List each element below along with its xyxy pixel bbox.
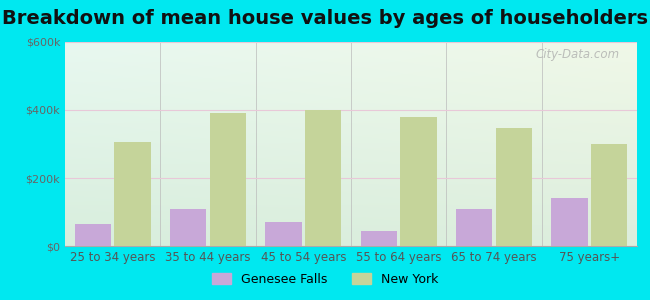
Bar [210, 113, 246, 246]
Bar [591, 144, 627, 246]
Bar [551, 198, 588, 246]
Bar [265, 222, 302, 246]
Legend: Genesee Falls, New York: Genesee Falls, New York [207, 268, 443, 291]
Text: Breakdown of mean house values by ages of householders: Breakdown of mean house values by ages o… [2, 9, 648, 28]
Bar [114, 142, 151, 246]
Bar [305, 110, 341, 246]
Bar [400, 117, 437, 246]
Bar [75, 224, 111, 246]
Bar [496, 128, 532, 246]
Bar [170, 208, 206, 246]
Bar [361, 231, 397, 246]
Bar [456, 208, 492, 246]
Text: City-Data.com: City-Data.com [536, 48, 620, 61]
